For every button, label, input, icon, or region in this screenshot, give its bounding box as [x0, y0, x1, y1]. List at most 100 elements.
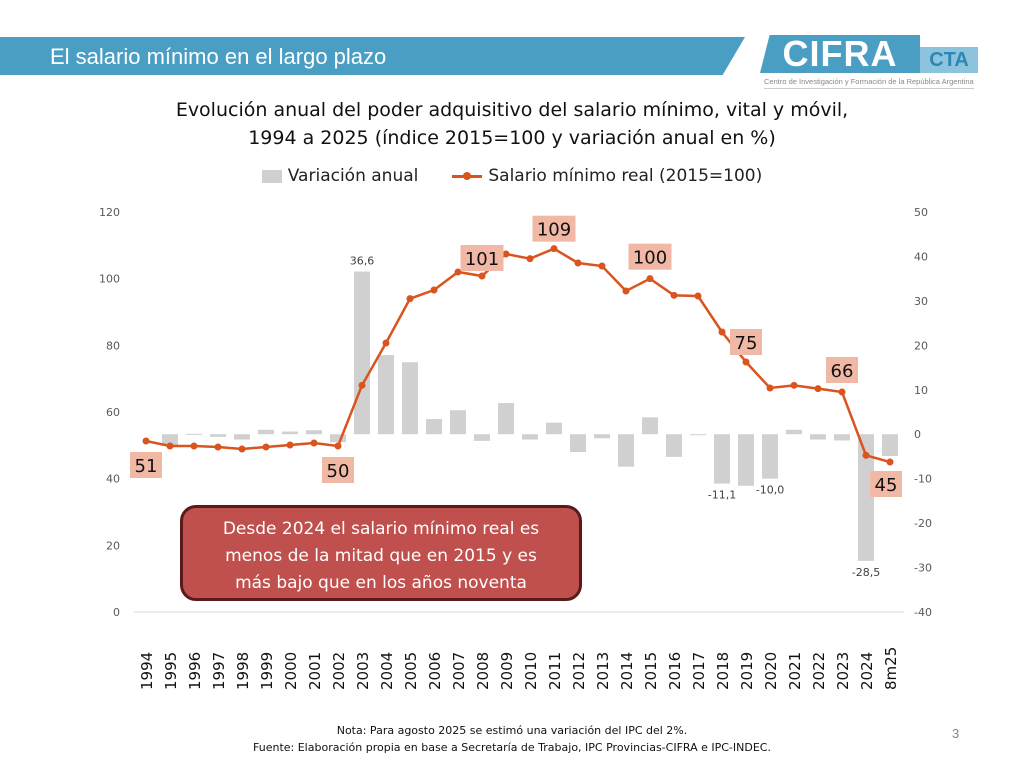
- bar-data-label: -10,0: [756, 484, 784, 497]
- right-tick-label: -40: [914, 606, 932, 619]
- right-tick-label: 40: [914, 250, 928, 263]
- line-point-2008: [478, 272, 486, 280]
- left-tick-label: 40: [106, 473, 120, 486]
- left-tick-label: 120: [99, 206, 120, 219]
- x-tick-label: 2004: [378, 652, 396, 690]
- line-point-2020: [766, 384, 774, 392]
- bar-2016: [666, 434, 682, 457]
- line-data-label: 100: [633, 248, 667, 269]
- line-point-2000: [286, 441, 294, 449]
- logo-suffix: CTA: [920, 47, 978, 73]
- bar-2019: [738, 434, 754, 486]
- line-label-bg: [628, 243, 672, 270]
- bar-8m25: [882, 434, 898, 456]
- line-label-bg: [870, 471, 902, 497]
- line-point-2012: [574, 259, 582, 267]
- x-tick-label: 2001: [306, 652, 324, 690]
- x-tick-label: 2015: [642, 652, 660, 690]
- x-tick-label: 2021: [786, 652, 804, 690]
- line-point-1998: [238, 445, 246, 453]
- x-tick-label: 2000: [282, 652, 300, 690]
- bar-2022: [810, 434, 826, 440]
- bar-1998: [234, 434, 250, 440]
- x-tick-label: 2008: [474, 652, 492, 690]
- chart-legend: Variación anual Salario mínimo real (201…: [0, 166, 1024, 186]
- chart-title-line2: 1994 a 2025 (índice 2015=100 y variación…: [248, 127, 776, 149]
- x-tick-label: 1994: [138, 652, 156, 690]
- x-tick-label: 2005: [402, 652, 420, 690]
- line-point-2007: [454, 268, 462, 276]
- footer-note: Nota: Para agosto 2025 se estimó una var…: [336, 724, 688, 737]
- callout-line1: Desde 2024 el salario mínimo real es: [222, 519, 540, 539]
- bar-2012: [570, 434, 586, 452]
- x-tick-label: 2017: [690, 652, 708, 690]
- x-tick-label: 2007: [450, 652, 468, 690]
- left-tick-label: 100: [99, 273, 120, 286]
- line-point-2004: [382, 339, 390, 347]
- x-tick-label: 2019: [738, 652, 756, 690]
- line-data-label: 75: [735, 333, 758, 354]
- bar-2018: [714, 434, 730, 484]
- x-tick-label: 2011: [546, 652, 564, 690]
- header-banner: El salario mínimo en el largo plazo: [0, 37, 745, 75]
- bar-1995: [162, 434, 178, 446]
- x-tick-label: 2014: [618, 652, 636, 690]
- legend-bar: Variación anual: [261, 166, 418, 186]
- line-point-8m25: [886, 458, 894, 466]
- line-series: [145, 247, 891, 464]
- x-tick-label: 2023: [834, 652, 852, 690]
- bar-2023: [834, 434, 850, 441]
- x-tick-label: 1999: [258, 652, 276, 690]
- bar-2011: [546, 422, 562, 435]
- bar-2015: [642, 417, 658, 435]
- left-tick-label: 60: [106, 406, 120, 419]
- bar-2021: [786, 429, 802, 435]
- right-tick-label: -20: [914, 517, 932, 530]
- bar-2020: [762, 434, 778, 479]
- bar-2003: [354, 271, 370, 435]
- line-label-bg: [730, 329, 762, 355]
- bar-2007: [450, 410, 466, 435]
- x-tick-label: 2003: [354, 652, 372, 690]
- legend-line-swatch: [452, 171, 483, 180]
- line-point-2015: [646, 275, 654, 283]
- line-point-2019: [742, 358, 750, 366]
- x-tick-label: 2016: [666, 652, 684, 690]
- line-point-2002: [334, 442, 342, 450]
- bar-2002: [330, 434, 346, 443]
- x-tick-label: 2012: [570, 652, 588, 690]
- line-point-2001: [310, 439, 318, 447]
- callout-line3: más bajo que en los años noventa: [235, 573, 527, 593]
- bar-2005: [402, 362, 418, 435]
- legend-bar-swatch: [261, 169, 282, 183]
- right-tick-label: -30: [914, 562, 932, 575]
- line-point-2003: [358, 381, 366, 389]
- logo-text: CIFRA: [760, 35, 920, 73]
- line-point-2013: [598, 262, 606, 270]
- x-tick-label: 1997: [210, 652, 228, 690]
- line-data-label: 66: [831, 361, 854, 382]
- line-data-label: 50: [327, 461, 350, 482]
- callout-box: Desde 2024 el salario mínimo real es men…: [180, 505, 582, 601]
- x-tick-label: 8m25: [882, 647, 900, 690]
- banner-title: El salario mínimo en el largo plazo: [50, 44, 387, 69]
- line-label-bg: [460, 245, 504, 271]
- left-tick-label: 0: [113, 606, 120, 619]
- x-tick-label: 2002: [330, 652, 348, 690]
- bar-2017: [690, 434, 706, 436]
- line-point-2023: [838, 388, 846, 396]
- line-point-2014: [622, 287, 630, 295]
- line-label-bg: [130, 452, 162, 478]
- bar-2013: [594, 434, 610, 439]
- x-tick-label: 1995: [162, 652, 180, 690]
- bar-2000: [282, 431, 298, 435]
- line-point-2016: [670, 291, 678, 299]
- right-tick-label: 30: [914, 295, 928, 308]
- line-point-1996: [190, 442, 198, 450]
- line-point-2018: [718, 328, 726, 336]
- bar-data-label: -11,1: [708, 489, 736, 502]
- x-tick-label: 2020: [762, 652, 780, 690]
- line-point-1999: [262, 443, 270, 451]
- line-data-label: 109: [537, 220, 571, 241]
